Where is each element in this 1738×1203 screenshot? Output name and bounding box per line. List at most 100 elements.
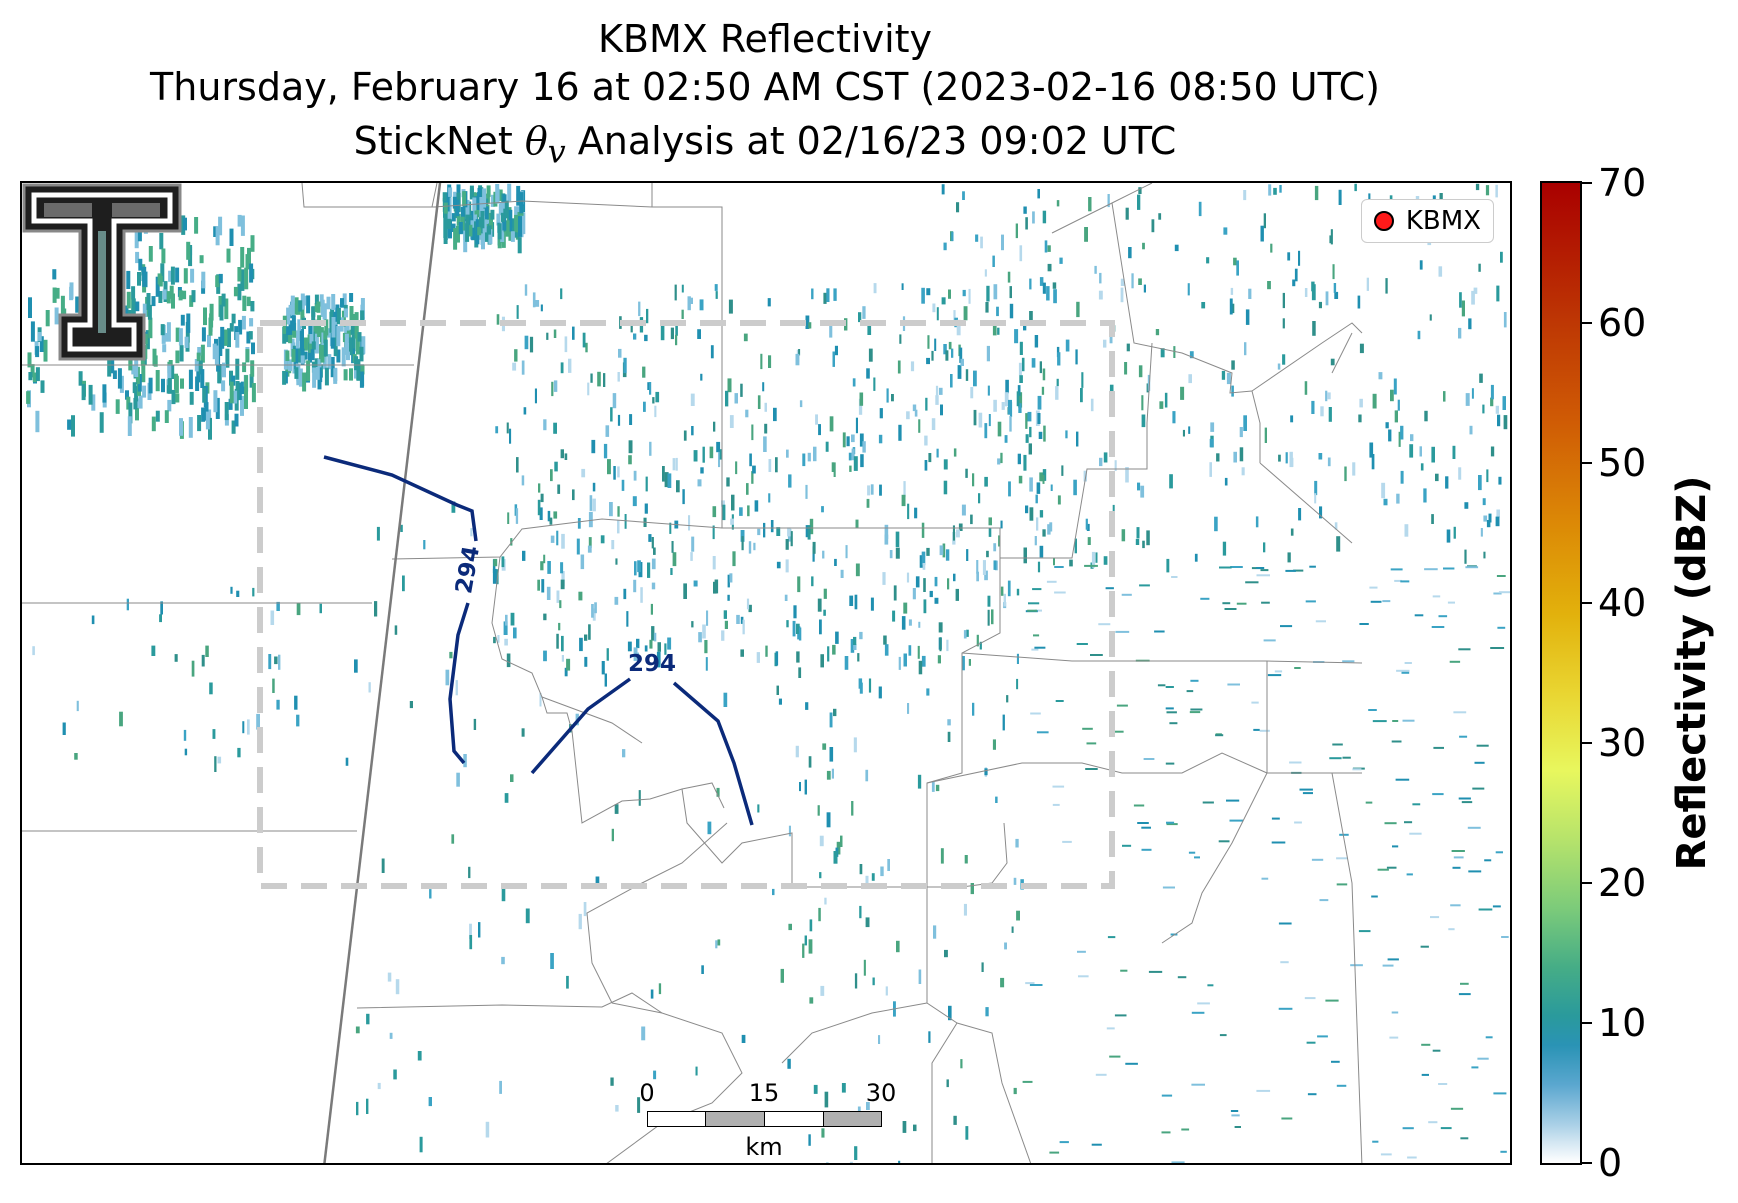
echo-gate: [1402, 719, 1415, 722]
echo-gate: [1082, 727, 1093, 730]
echo-gate: [445, 192, 450, 212]
echo-gate: [1325, 390, 1328, 402]
echo-gate: [1304, 997, 1316, 1000]
echo-gate: [1438, 1083, 1448, 1085]
radar-map[interactable]: 294 294 KBMX 0 15 30 km: [20, 181, 1512, 1165]
echo-gate: [218, 273, 223, 284]
echo-gate: [417, 1051, 422, 1061]
echo-gate: [278, 654, 281, 670]
echo-gate: [716, 787, 720, 797]
echo-gate: [443, 227, 448, 244]
echo-gate: [651, 626, 655, 641]
echo-gate: [294, 367, 299, 379]
echo-gate: [1013, 877, 1017, 885]
echo-gate: [1052, 803, 1060, 806]
echo-gate: [893, 585, 897, 601]
echo-gate: [171, 293, 175, 309]
echo-gate: [1451, 850, 1465, 852]
echo-gate: [296, 602, 301, 616]
echo-gate: [28, 372, 33, 381]
echo-gate: [524, 335, 529, 350]
echo-gate: [538, 483, 541, 493]
echo-gate: [402, 575, 405, 592]
echo-gate: [584, 634, 588, 641]
echo-gate: [645, 476, 648, 492]
echo-gate: [342, 293, 347, 306]
echo-gate: [1438, 266, 1443, 277]
echo-gate: [898, 1160, 901, 1163]
echo-gate: [587, 545, 592, 553]
echo-gate: [702, 446, 705, 463]
echo-gate: [1464, 549, 1467, 564]
echo-gate: [962, 656, 965, 671]
echo-gate: [556, 633, 559, 649]
echo-gate: [972, 702, 975, 716]
echo-gate: [1095, 552, 1098, 563]
echo-gate: [965, 1126, 969, 1140]
echo-gate: [1000, 977, 1005, 988]
echo-gate: [501, 202, 506, 214]
echo-gate: [664, 472, 669, 488]
echo-gate: [222, 362, 226, 378]
echo-gate: [1377, 868, 1389, 871]
echo-gate: [350, 325, 355, 335]
echo-gate: [914, 507, 918, 519]
echo-gate: [1332, 743, 1343, 746]
echo-gate: [336, 349, 341, 363]
echo-gate: [359, 346, 364, 362]
contour-294-west-lower: [448, 602, 470, 765]
echo-gate: [1496, 509, 1500, 518]
echo-gate: [1419, 446, 1422, 457]
echo-gate: [1198, 201, 1202, 217]
echo-gate: [1478, 908, 1493, 911]
echo-gate: [935, 784, 940, 792]
echo-gate: [221, 293, 226, 307]
echo-gate: [43, 339, 48, 362]
echo-gate: [534, 388, 537, 404]
echo-gate: [237, 267, 242, 282]
echo-gate: [1032, 588, 1042, 591]
echo-gate: [1292, 279, 1296, 287]
echo-gate: [543, 613, 547, 621]
echo-gate: [1047, 245, 1051, 252]
echo-gate: [550, 469, 553, 482]
echo-gate: [886, 388, 889, 403]
echo-gate: [1016, 678, 1019, 690]
echo-gate: [1200, 597, 1210, 600]
echo-gate: [903, 481, 906, 497]
echo-gate: [934, 576, 938, 587]
echo-gate: [992, 255, 995, 267]
echo-gate: [506, 422, 509, 434]
echo-gate: [1009, 303, 1014, 319]
echo-gate: [951, 348, 954, 358]
scale-segment: [764, 1111, 824, 1127]
echo-gate: [1138, 365, 1143, 378]
scale-unit: km: [745, 1133, 783, 1161]
echo-gate: [1453, 856, 1464, 859]
echo-gate: [237, 214, 242, 227]
echo-gate: [143, 333, 148, 345]
echo-gate: [302, 295, 306, 306]
echo-gate: [543, 419, 547, 431]
echo-gate: [355, 338, 360, 355]
echo-gate: [475, 219, 480, 234]
echo-gate: [1186, 690, 1194, 693]
echo-gate: [1189, 351, 1194, 359]
echo-gate: [628, 440, 633, 454]
echo-gate: [1465, 566, 1479, 569]
echo-gate: [1261, 877, 1269, 880]
echo-gate: [336, 326, 341, 347]
echo-gate: [1143, 284, 1146, 293]
echo-gate: [855, 563, 860, 577]
echo-gate: [757, 528, 761, 536]
colorbar-tick: [1582, 1162, 1592, 1164]
echo-gate: [550, 953, 554, 969]
echo-gate: [1398, 431, 1401, 447]
echo-gate: [115, 399, 120, 414]
colorbar-tick: [1582, 182, 1592, 184]
echo-gate: [1311, 284, 1316, 301]
echo-gate: [1194, 856, 1200, 859]
echo-gate: [553, 380, 558, 392]
echo-gate: [739, 507, 743, 516]
echo-gate: [162, 344, 167, 353]
